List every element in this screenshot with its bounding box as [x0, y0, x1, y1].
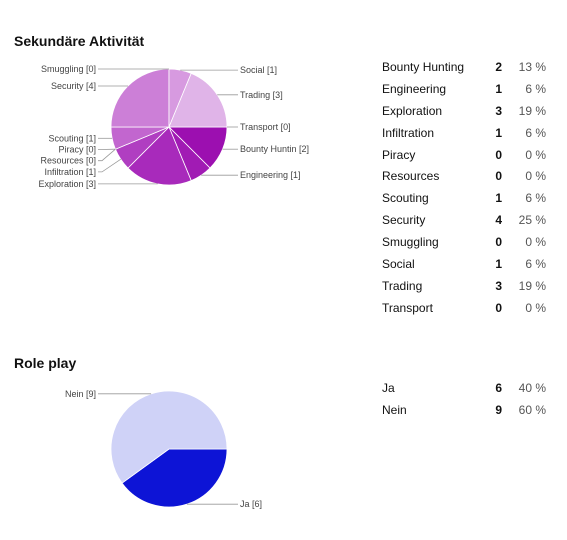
stats-row-social: Social 1 6 %: [381, 253, 546, 275]
stats-category: Ja: [382, 380, 395, 395]
stats-row-ja: Ja 6 40 %: [381, 377, 546, 399]
stats-category: Piracy: [382, 147, 416, 162]
pie-chart-sekundaere-aktivitaet: Smuggling [0] Security [4] Scouting [1] Pir…: [38, 64, 309, 189]
stats-category: Bounty Hunting: [382, 59, 465, 74]
stats-row-nein: Nein 9 60 %: [381, 399, 546, 421]
pie-slice-exploration: [127, 126, 192, 186]
stats-category: Smuggling: [382, 235, 439, 250]
stats-row-bounty-hunting: Bounty Hunting 2 13 %: [381, 56, 546, 78]
stats-count: 1: [495, 191, 502, 206]
stats-percent: 6 %: [525, 256, 546, 271]
stats-category: Exploration: [382, 103, 443, 118]
stats-category: Nein: [382, 402, 407, 417]
stats-table-sekundaere-aktivitaet: Bounty Hunting 2 13 % Engineering 1 6 % Explor…: [381, 56, 546, 319]
stats-percent: 6 %: [525, 125, 546, 140]
stats-count: 0: [495, 300, 502, 315]
stats-count: 6: [495, 380, 502, 395]
pie-leader-resources: [98, 148, 116, 162]
stats-percent: 19 %: [518, 103, 546, 118]
pie-label-infiltration: Infiltration [1]: [44, 167, 96, 177]
stats-count: 4: [495, 213, 502, 228]
pie-label-trading: Trading [3]: [240, 90, 283, 100]
pie-label-smuggling: Smuggling [0]: [41, 64, 96, 74]
stats-percent: 0 %: [525, 235, 546, 250]
stats-category: Security: [382, 213, 426, 228]
stats-category: Transport: [382, 300, 433, 315]
stats-category: Scouting: [382, 191, 429, 206]
pie-label-transport: Transport [0]: [240, 122, 291, 132]
pie-leader-infiltration: [98, 158, 122, 173]
stats-percent: 0 %: [525, 300, 546, 315]
stats-percent: 25 %: [518, 213, 546, 228]
stats-percent: 40 %: [518, 380, 546, 395]
stats-category: Resources: [382, 169, 440, 184]
stats-percent: 60 %: [518, 402, 546, 417]
stats-row-smuggling: Smuggling 0 0 %: [381, 231, 546, 253]
pie-label-social: Social [1]: [240, 65, 277, 75]
stats-category: Social: [382, 256, 415, 271]
stats-percent: 0 %: [525, 169, 546, 184]
stats-count: 0: [495, 147, 502, 162]
stats-category: Trading: [382, 278, 423, 293]
stats-row-infiltration: Infiltration 1 6 %: [381, 122, 546, 144]
section-title-role-play: Role play: [14, 355, 77, 371]
stats-percent: 13 %: [518, 59, 546, 74]
stats-count: 1: [495, 256, 502, 271]
section-title-sekundaere-aktivitaet: Sekundäre Aktivität: [14, 33, 145, 49]
stats-count: 0: [495, 235, 502, 250]
pie-label-security: Security [4]: [51, 81, 96, 91]
stats-count: 3: [495, 103, 502, 118]
pie-label-piracy: Piracy [0]: [58, 145, 96, 155]
stats-count: 3: [495, 278, 502, 293]
stats-row-security: Security 4 25 %: [381, 209, 546, 231]
pie-label-scouting: Scouting [1]: [48, 133, 96, 143]
pie-label-exploration: Exploration [3]: [38, 179, 96, 189]
stats-row-scouting: Scouting 1 6 %: [381, 187, 546, 209]
stats-table-role-play: Ja 6 40 % Nein 9 60 %: [381, 377, 546, 421]
stats-count: 1: [495, 125, 502, 140]
stats-percent: 0 %: [525, 147, 546, 162]
pie-slice-security: [110, 68, 170, 128]
pie-chart-role-play: Nein [9] Ja [6]: [65, 389, 262, 509]
pie-slice-nein: [110, 390, 228, 484]
pie-slice-trading: [168, 72, 228, 128]
pie-label-resources: Resources [0]: [40, 156, 96, 166]
stats-percent: 19 %: [518, 278, 546, 293]
stats-category: Engineering: [382, 81, 447, 96]
stats-count: 1: [495, 81, 502, 96]
pie-label-ja: Ja [6]: [240, 499, 262, 509]
pie-slice-ja: [121, 448, 228, 508]
stats-row-exploration: Exploration 3 19 %: [381, 100, 546, 122]
stats-count: 0: [495, 169, 502, 184]
stats-count: 9: [495, 402, 502, 417]
stats-row-engineering: Engineering 1 6 %: [381, 78, 546, 100]
stats-row-resources: Resources 0 0 %: [381, 165, 546, 187]
stats-category: Infiltration: [382, 125, 435, 140]
stats-count: 2: [495, 59, 502, 74]
stats-percent: 6 %: [525, 81, 546, 96]
stats-row-piracy: Piracy 0 0 %: [381, 144, 546, 166]
stats-row-trading: Trading 3 19 %: [381, 275, 546, 297]
pie-label-nein: Nein [9]: [65, 389, 96, 399]
pie-label-engineering: Engineering [1]: [240, 170, 301, 180]
stats-row-transport: Transport 0 0 %: [381, 297, 546, 319]
pie-label-bounty-hunting: Bounty Huntin [2]: [240, 144, 309, 154]
stats-percent: 6 %: [525, 191, 546, 206]
